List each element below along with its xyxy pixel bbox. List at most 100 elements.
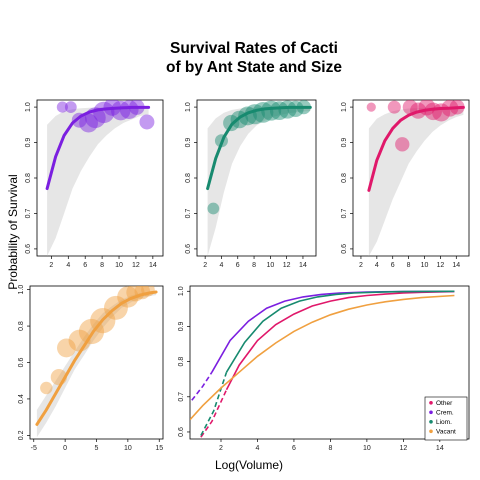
panel-combined-inner (190, 290, 455, 438)
panel-4-y-tick-label: 0.6 (18, 358, 25, 368)
panel-1-data-point (139, 114, 155, 130)
legend: Other Crem. Liom. Vacant (424, 396, 468, 441)
panel-2-data-point (207, 202, 220, 215)
panel-combined-x-tick-label: 4 (256, 445, 260, 452)
panel-combined-y-tick-label: 1.0 (178, 286, 185, 296)
panel-2-fitted-curve (206, 105, 312, 191)
panel-3-y-tick-label: 1.0 (341, 102, 348, 112)
panel-2-y-tick-label: 0.7 (185, 208, 192, 218)
panel-4-x-tick-label: 15 (155, 445, 163, 452)
series-Vacant-line (190, 294, 455, 421)
series-Liom.-extrapolated (200, 371, 228, 436)
legend-marker-Vacant (429, 429, 433, 434)
panel-4-data-point (56, 338, 76, 358)
legend-label-Liom.: Liom. (436, 419, 452, 426)
panel-1-data-point (64, 101, 77, 113)
panel-3-data-point (402, 100, 418, 115)
panel-1-data-point (110, 100, 131, 121)
panel-2-confidence-band (207, 107, 311, 256)
chart-title-line-1: Survival Rates of Cacti (170, 40, 338, 57)
panel-3-y-tick-label: 0.7 (341, 208, 348, 218)
panel-4-x-tick-label: 5 (95, 445, 99, 452)
panel-3-x-tick-label: 6 (391, 262, 395, 269)
panel-2-inner (206, 100, 312, 256)
panel-1-y-tick-label: 0.6 (25, 244, 32, 254)
panel-combined-y-tick-label: 0.9 (178, 321, 185, 331)
panel-3-x-tick-label: 10 (421, 262, 429, 269)
panel-2-x-tick-label: 2 (203, 262, 207, 269)
panel-combined-x-tick-label: 14 (436, 445, 444, 452)
panel-1-confidence-band (47, 107, 149, 256)
panel-2-x-tick-label: 10 (266, 262, 274, 269)
panel-3-y-tick-label: 0.9 (341, 138, 348, 148)
panel-4-y-tick-label: 0.4 (18, 394, 25, 404)
panel-1-y-tick-label: 1.0 (25, 102, 32, 112)
panel-combined-x-tick-label: 12 (399, 445, 407, 452)
panel-4-data-point (40, 381, 53, 395)
panel-3-data-point (366, 102, 376, 112)
panel-3-inner (366, 100, 465, 256)
panel-2-y-tick-label: 1.0 (185, 102, 192, 112)
series-Other-extrapolated (200, 389, 228, 438)
panel-3-data-point (424, 102, 443, 121)
panel-2-x-tick-label: 8 (252, 262, 256, 269)
panel-3: 2 4 6 8 10 12 14 0.6 0.7 0.8 0.9 1.0 (341, 99, 470, 269)
panel-4-x-tick-label: 10 (124, 445, 132, 452)
panel-2-x-tick-label: 14 (299, 262, 307, 269)
panel-combined-frame (189, 285, 470, 440)
legend-label-Crem.: Crem. (436, 410, 454, 417)
series-Liom.-line (225, 290, 455, 373)
panel-1-x-tick-label: 14 (149, 262, 157, 269)
panel-3-data-point (395, 137, 410, 152)
panel-3-data-point (387, 100, 401, 114)
plot-area: 2 4 6 8 10 12 14 0.6 0.7 0.8 0.9 1.0 2 4 6 8 10 12 14 0.6 0.… (18, 99, 470, 452)
panel-3-x-tick-label: 14 (452, 262, 460, 269)
panel-1-y-tick-label: 0.9 (25, 138, 32, 148)
panel-1: 2 4 6 8 10 12 14 0.6 0.7 0.8 0.9 1.0 (25, 99, 164, 269)
x-axis-label: Log(Volume) (215, 458, 283, 472)
legend-marker-Crem. (429, 410, 433, 415)
y-axis-label: Probability of Survival (6, 174, 20, 289)
panel-1-x-tick-label: 2 (49, 262, 53, 269)
panel-1-x-tick-label: 6 (83, 262, 87, 269)
panel-4: -5 0 5 10 15 0.2 0.4 0.6 0.8 1.0 (18, 285, 164, 452)
panel-1-data-point (56, 101, 68, 113)
panel-1-data-point (93, 101, 115, 124)
panel-4-x-tick-label: 0 (63, 445, 67, 452)
panel-combined-x-tick-label: 8 (328, 445, 332, 452)
series-Crem.-extrapolated (191, 371, 213, 401)
panel-4-inner (35, 286, 158, 438)
panel-2-y-tick-label: 0.8 (185, 173, 192, 183)
panel-combined-y-tick-label: 0.6 (178, 427, 185, 437)
panel-3-confidence-band (368, 107, 464, 256)
panel-4-y-tick-label: 1.0 (18, 285, 25, 295)
panel-3-y-tick-label: 0.8 (341, 173, 348, 183)
panel-2-x-tick-label: 12 (283, 262, 291, 269)
chart-title-line-2: of by Ant State and Size (166, 59, 342, 76)
panel-1-x-tick-label: 4 (66, 262, 70, 269)
panel-2-x-tick-label: 4 (219, 262, 223, 269)
panel-4-fitted-curve (35, 290, 158, 426)
panel-1-x-tick-label: 10 (115, 262, 123, 269)
panel-combined-y-tick-label: 0.7 (178, 392, 185, 402)
panel-2-y-tick-label: 0.6 (185, 244, 192, 254)
panel-2: 2 4 6 8 10 12 14 0.6 0.7 0.8 0.9 1.0 (185, 99, 317, 269)
panel-combined-x-tick-label: 6 (292, 445, 296, 452)
panel-3-x-tick-label: 4 (375, 262, 379, 269)
legend-label-Other: Other (436, 400, 453, 407)
panel-2-data-point (261, 100, 282, 121)
series-Other-line (225, 290, 455, 391)
panel-4-x-tick-label: -5 (31, 445, 37, 452)
panel-1-x-tick-label: 8 (100, 262, 104, 269)
panel-1-data-point (79, 113, 98, 133)
panel-1-data-point (119, 100, 139, 119)
panel-2-data-point (278, 100, 297, 119)
panel-4-y-tick-label: 0.2 (18, 430, 25, 440)
legend-marker-Liom. (429, 420, 433, 424)
panel-1-x-tick-label: 12 (132, 262, 140, 269)
panel-4-y-tick-label: 0.8 (18, 321, 25, 331)
panel-2-y-tick-label: 0.9 (185, 138, 192, 148)
panel-combined-x-tick-label: 2 (219, 445, 223, 452)
panel-1-fitted-curve (45, 105, 151, 191)
